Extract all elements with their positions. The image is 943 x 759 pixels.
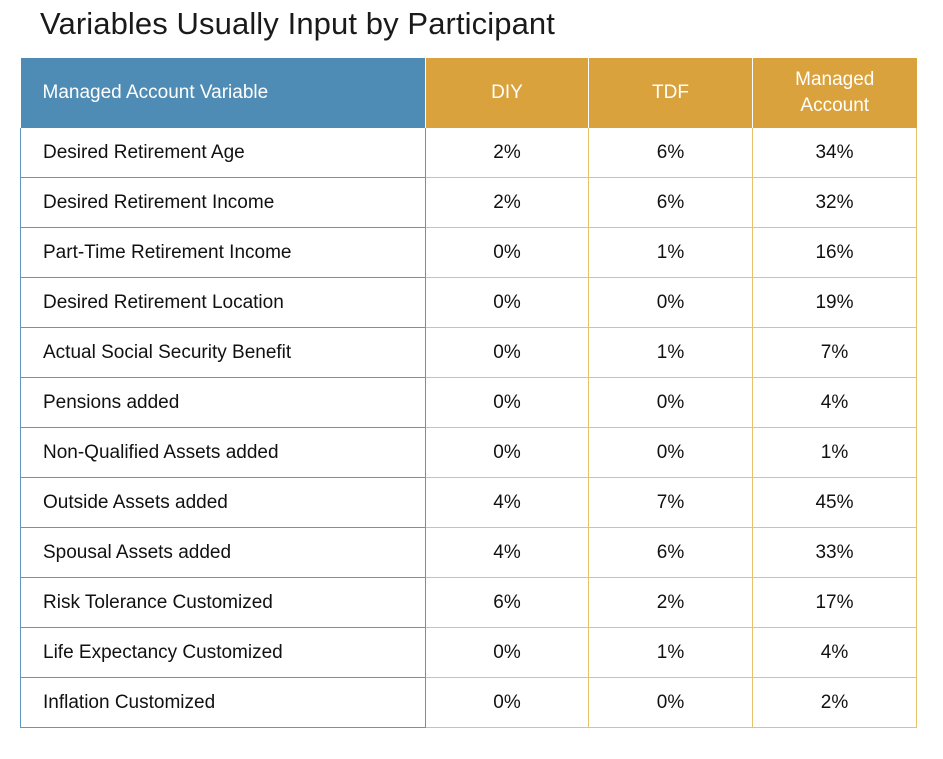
column-header-managed-account: Managed Account (752, 58, 917, 128)
row-managed-account-value: 32% (752, 177, 917, 228)
row-managed-account-value: 4% (752, 627, 917, 678)
row-diy-value: 4% (425, 477, 589, 528)
row-variable-name: Desired Retirement Income (20, 177, 426, 228)
row-tdf-value: 1% (588, 627, 753, 678)
row-variable-name: Life Expectancy Customized (20, 627, 426, 678)
row-tdf-value: 2% (588, 577, 753, 628)
row-diy-value: 0% (425, 327, 589, 378)
row-variable-name: Desired Retirement Location (20, 277, 426, 328)
row-diy-value: 0% (425, 627, 589, 678)
column-header-diy: DIY (425, 58, 589, 128)
row-diy-value: 6% (425, 577, 589, 628)
variables-table: Managed Account Variable DIY TDF Managed… (20, 58, 917, 728)
table-row: Desired Retirement Age 2% 6% 34% (20, 128, 917, 178)
row-variable-name: Inflation Customized (20, 677, 426, 728)
column-header-managed-line1: Managed (795, 69, 875, 90)
table-row: Actual Social Security Benefit 0% 1% 7% (20, 327, 917, 378)
table-row: Risk Tolerance Customized 6% 2% 17% (20, 577, 917, 628)
page-title: Variables Usually Input by Participant (40, 6, 555, 41)
table-header-row: Managed Account Variable DIY TDF Managed… (20, 58, 917, 128)
row-tdf-value: 6% (588, 177, 753, 228)
row-managed-account-value: 34% (752, 128, 917, 178)
table-row: Desired Retirement Location 0% 0% 19% (20, 277, 917, 328)
column-header-variable: Managed Account Variable (20, 58, 426, 128)
row-tdf-value: 0% (588, 427, 753, 478)
row-managed-account-value: 4% (752, 377, 917, 428)
row-variable-name: Outside Assets added (20, 477, 426, 528)
row-diy-value: 2% (425, 128, 589, 178)
table-row: Outside Assets added 4% 7% 45% (20, 477, 917, 528)
row-variable-name: Part-Time Retirement Income (20, 227, 426, 278)
row-managed-account-value: 33% (752, 527, 917, 578)
table-row: Part-Time Retirement Income 0% 1% 16% (20, 227, 917, 278)
row-tdf-value: 0% (588, 677, 753, 728)
row-diy-value: 2% (425, 177, 589, 228)
row-managed-account-value: 19% (752, 277, 917, 328)
row-managed-account-value: 16% (752, 227, 917, 278)
row-diy-value: 0% (425, 427, 589, 478)
row-tdf-value: 7% (588, 477, 753, 528)
row-managed-account-value: 2% (752, 677, 917, 728)
row-tdf-value: 0% (588, 277, 753, 328)
row-diy-value: 4% (425, 527, 589, 578)
row-tdf-value: 1% (588, 327, 753, 378)
row-variable-name: Spousal Assets added (20, 527, 426, 578)
table-row: Life Expectancy Customized 0% 1% 4% (20, 627, 917, 678)
row-variable-name: Pensions added (20, 377, 426, 428)
row-tdf-value: 6% (588, 128, 753, 178)
column-header-tdf: TDF (588, 58, 753, 128)
row-tdf-value: 6% (588, 527, 753, 578)
row-diy-value: 0% (425, 227, 589, 278)
row-diy-value: 0% (425, 277, 589, 328)
row-tdf-value: 1% (588, 227, 753, 278)
table-row: Inflation Customized 0% 0% 2% (20, 677, 917, 728)
row-variable-name: Desired Retirement Age (20, 128, 426, 178)
row-diy-value: 0% (425, 677, 589, 728)
row-variable-name: Non-Qualified Assets added (20, 427, 426, 478)
row-managed-account-value: 1% (752, 427, 917, 478)
row-variable-name: Risk Tolerance Customized (20, 577, 426, 628)
row-managed-account-value: 45% (752, 477, 917, 528)
table-row: Desired Retirement Income 2% 6% 32% (20, 177, 917, 228)
row-variable-name: Actual Social Security Benefit (20, 327, 426, 378)
row-managed-account-value: 17% (752, 577, 917, 628)
row-diy-value: 0% (425, 377, 589, 428)
table-row: Pensions added 0% 0% 4% (20, 377, 917, 428)
row-tdf-value: 0% (588, 377, 753, 428)
table-row: Spousal Assets added 4% 6% 33% (20, 527, 917, 578)
row-managed-account-value: 7% (752, 327, 917, 378)
column-header-managed-line2: Account (800, 95, 870, 116)
table-row: Non-Qualified Assets added 0% 0% 1% (20, 427, 917, 478)
